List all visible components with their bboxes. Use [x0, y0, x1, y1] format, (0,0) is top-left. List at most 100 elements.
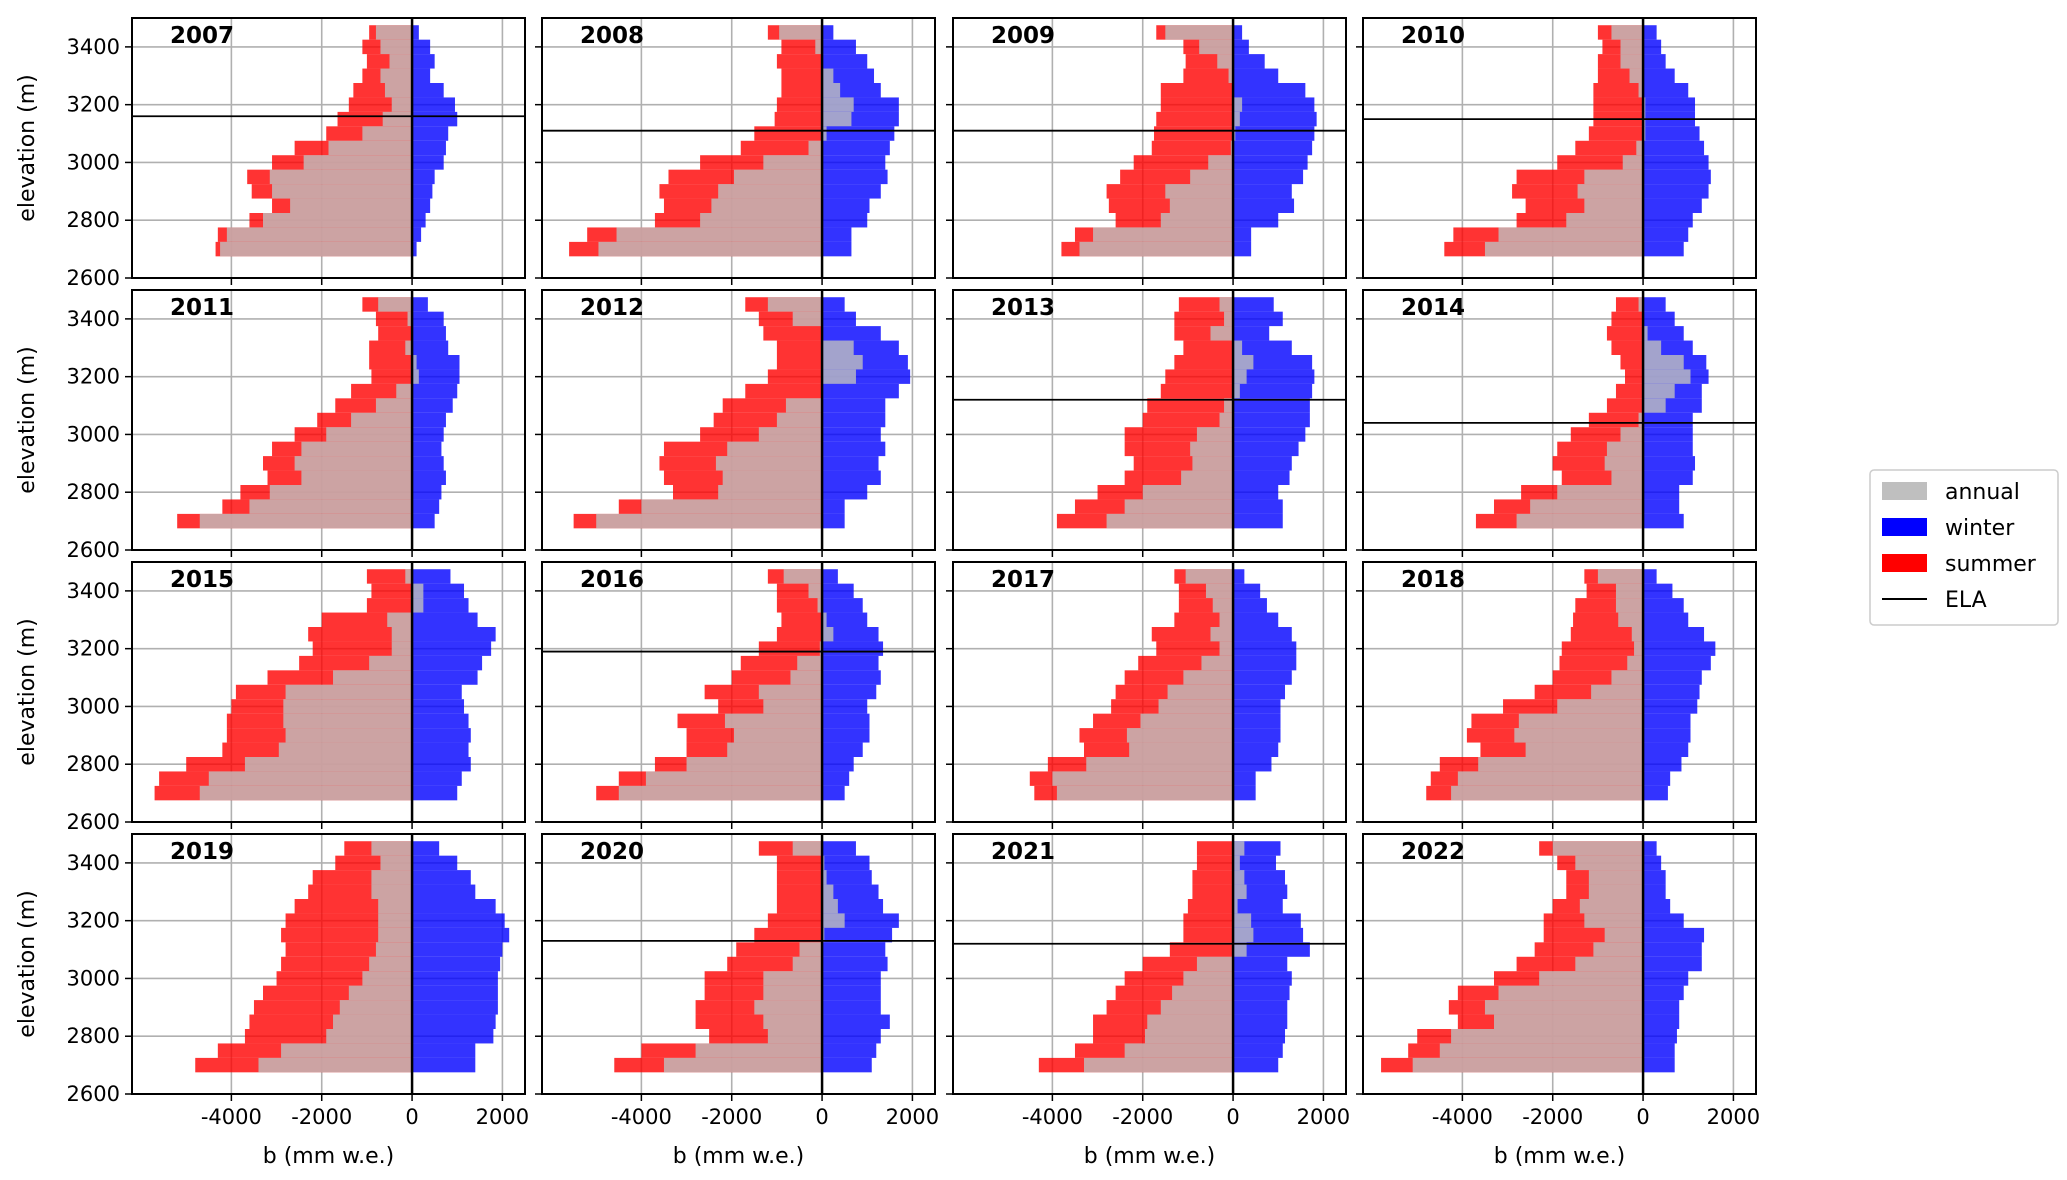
panel-2018: 2018 [1356, 561, 1757, 829]
panel-year-label: 2014 [1401, 295, 1465, 321]
panel-2011: 2011 2600 2800 3000 3200 3400 [67, 289, 526, 562]
winter-bar [1643, 427, 1693, 442]
annual-bar [362, 126, 413, 141]
winter-bar [822, 54, 868, 69]
annual-bar [1210, 627, 1234, 642]
annual-bar [380, 68, 413, 83]
winter-bar [1233, 68, 1279, 83]
annual-bar [378, 297, 413, 312]
y-tick-label: 2600 [67, 1082, 120, 1106]
winter-bar [1643, 670, 1702, 685]
annual-bar [384, 83, 413, 98]
annual-bar [407, 311, 413, 327]
annual-bar [1124, 499, 1234, 514]
annual-bar [1575, 956, 1644, 972]
winter-bar [822, 499, 845, 514]
annual-bar [799, 942, 823, 957]
annual-bar [1228, 68, 1234, 83]
winter-bar [1643, 126, 1700, 141]
winter-bar [412, 913, 505, 928]
summer-bar [371, 369, 413, 384]
winter-bar [822, 942, 886, 957]
x-tick-label: -4000 [201, 1105, 262, 1129]
winter-bar [1643, 155, 1709, 170]
winter-bar [822, 699, 868, 714]
annual-bar [1620, 39, 1644, 55]
annual-bar [1124, 1043, 1234, 1058]
winter-bar [1233, 569, 1245, 584]
annual-bar [1233, 899, 1238, 914]
winter-bar [412, 927, 510, 943]
y-tick-label: 2600 [67, 266, 120, 290]
annual-bar [1224, 311, 1234, 327]
legend: annual winter summer ELA [1869, 469, 2059, 626]
y-axis-label: elevation (m) [15, 346, 40, 493]
winter-bar [822, 612, 868, 627]
winter-bar [1643, 297, 1666, 312]
summer-bar [781, 39, 823, 55]
winter-bar [1233, 311, 1283, 327]
annual-bar [371, 884, 413, 899]
winter-bar [822, 728, 870, 743]
summer-bar [1620, 355, 1644, 370]
summer-bar [369, 355, 413, 370]
winter-bar [1233, 412, 1310, 428]
winter-bar [412, 297, 428, 312]
annual-bar [369, 956, 413, 972]
winter-bar [822, 841, 856, 856]
winter-bar [1643, 742, 1689, 757]
winter-bar [1643, 140, 1705, 156]
annual-bar [1516, 513, 1644, 529]
x-axis-labels: b (mm w.e.) b (mm w.e.) b (mm w.e.) b (mm w… [263, 1144, 1625, 1169]
panel-frame [952, 289, 1347, 551]
annual-bar [792, 956, 823, 972]
annual-bar [380, 855, 413, 871]
winter-bar [1643, 771, 1671, 786]
winter-bar [412, 855, 458, 871]
summer-bar [371, 583, 413, 599]
winter-bar [1233, 1029, 1286, 1044]
annual-bar [339, 1000, 413, 1015]
winter-bar [1233, 728, 1281, 743]
winter-bar [412, 771, 462, 786]
legend-label-winter: winter [1945, 516, 2015, 541]
annual-bar [405, 340, 413, 355]
annual-bar [1079, 241, 1234, 257]
annual-bar [1183, 670, 1234, 685]
winter-bar [1233, 841, 1281, 856]
winter-bar [412, 68, 431, 83]
winter-bar [412, 54, 435, 69]
summer-bar [1192, 884, 1234, 899]
winter-bar [1233, 155, 1308, 170]
winter-bar [1233, 111, 1317, 127]
annual-bar [822, 355, 863, 370]
winter-bar [1643, 985, 1684, 1001]
annual-bar [1192, 456, 1234, 471]
winter-bar [1643, 1057, 1675, 1073]
annual-bar [1052, 771, 1234, 786]
winter-bar [1233, 54, 1265, 69]
winter-bar [822, 311, 856, 327]
winter-bar [1233, 855, 1276, 871]
annual-bar [1643, 383, 1675, 399]
annual-bar [1525, 742, 1644, 757]
winter-bar [1643, 184, 1709, 199]
summer-bar [1174, 355, 1234, 370]
annual-bar [1199, 39, 1234, 55]
winter-bar [412, 311, 444, 327]
annual-bar [378, 899, 413, 914]
winter-bar [1233, 899, 1283, 914]
y-tick-label: 3200 [67, 637, 120, 661]
annual-bar [1129, 742, 1234, 757]
winter-bar [412, 956, 501, 972]
summer-bar [754, 927, 823, 943]
x-tick-label: -4000 [1022, 1105, 1083, 1129]
winter-bar [412, 198, 431, 213]
winter-bar [412, 427, 444, 442]
winter-bar [1643, 684, 1700, 700]
winter-bar [412, 126, 449, 141]
annual-bar [1165, 184, 1234, 199]
panel-frame [1362, 289, 1757, 551]
y-tick-label: 3000 [67, 422, 120, 446]
annual-bar [1233, 340, 1243, 355]
